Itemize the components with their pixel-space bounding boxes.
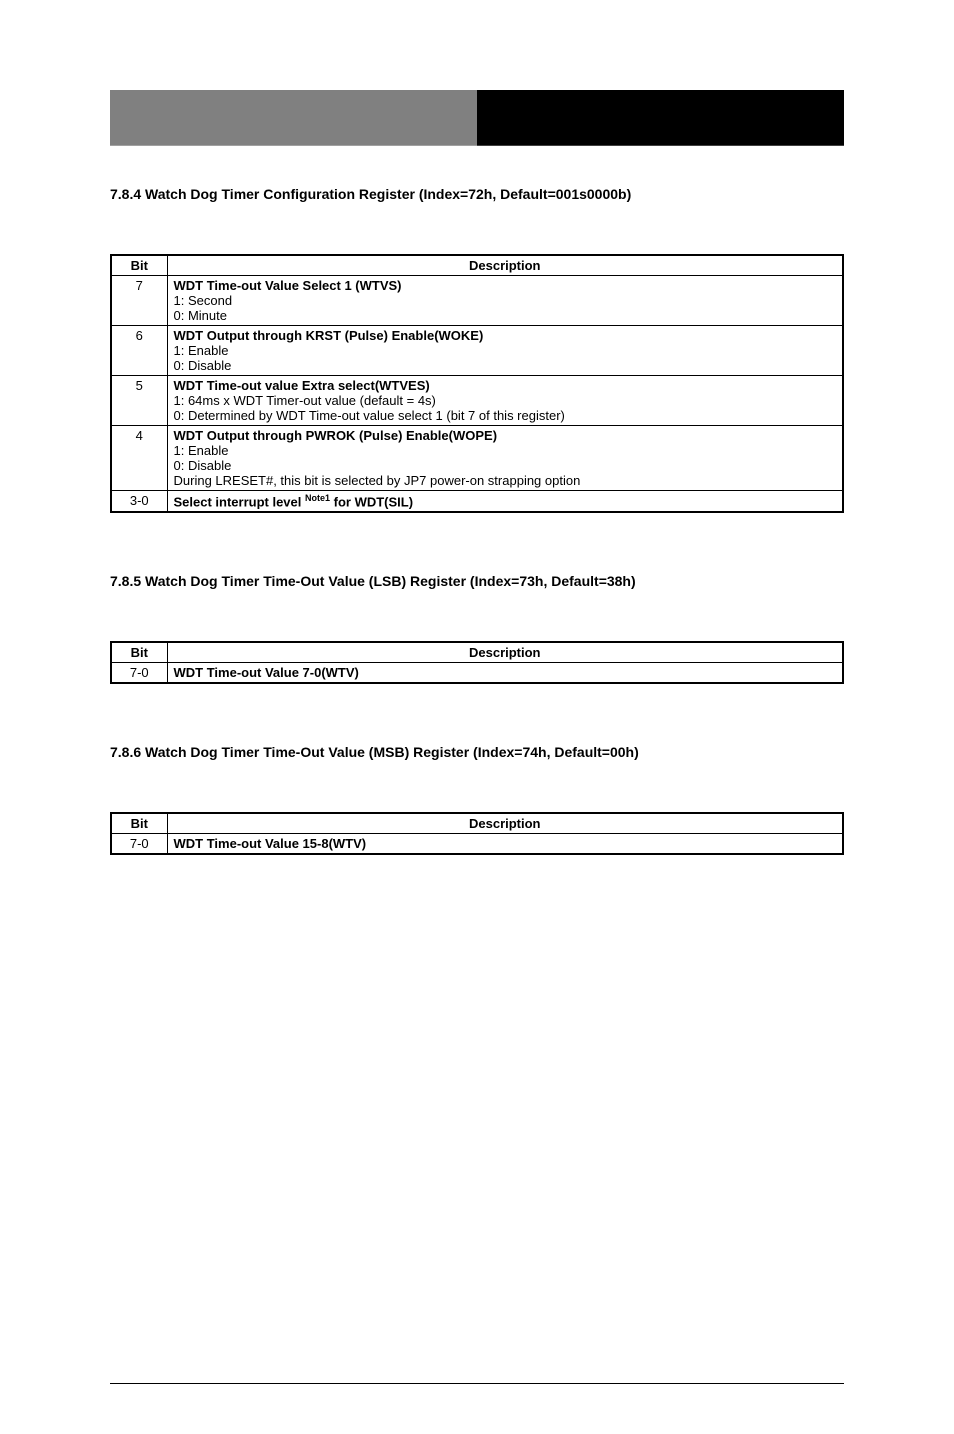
col-description: Description bbox=[167, 642, 843, 663]
table-row: 7WDT Time-out Value Select 1 (WTVS)1: Se… bbox=[111, 276, 843, 326]
register-title: 7.8.4 Watch Dog Timer Configuration Regi… bbox=[110, 186, 844, 202]
cell-bit: 7 bbox=[111, 276, 167, 326]
col-description: Description bbox=[167, 813, 843, 834]
cell-description: WDT Time-out Value Select 1 (WTVS)1: Sec… bbox=[167, 276, 843, 326]
cell-description: WDT Time-out value Extra select(WTVES)1:… bbox=[167, 376, 843, 426]
header-left bbox=[110, 90, 477, 146]
desc-line: WDT Time-out value Extra select(WTVES) bbox=[174, 378, 837, 393]
cell-description: Select interrupt level Note1 for WDT(SIL… bbox=[167, 491, 843, 513]
header-right bbox=[477, 90, 844, 146]
register-block: 7.8.6 Watch Dog Timer Time-Out Value (MS… bbox=[110, 744, 844, 855]
desc-line: WDT Time-out Value 15-8(WTV) bbox=[174, 836, 837, 851]
desc-line: WDT Output through KRST (Pulse) Enable(W… bbox=[174, 328, 837, 343]
cell-description: WDT Output through KRST (Pulse) Enable(W… bbox=[167, 326, 843, 376]
cell-bit: 6 bbox=[111, 326, 167, 376]
register-sections: 7.8.4 Watch Dog Timer Configuration Regi… bbox=[110, 186, 844, 855]
page-footer bbox=[110, 1383, 844, 1388]
cell-bit: 4 bbox=[111, 426, 167, 491]
register-table: BitDescription7-0 WDT Time-out Value 7-0(… bbox=[110, 641, 844, 684]
register-title: 7.8.5 Watch Dog Timer Time-Out Value (LS… bbox=[110, 573, 844, 589]
col-bit: Bit bbox=[111, 813, 167, 834]
desc-line: 0: Disable bbox=[174, 458, 837, 473]
cell-description: WDT Output through PWROK (Pulse) Enable(… bbox=[167, 426, 843, 491]
table-row: 7-0 WDT Time-out Value 7-0(WTV) bbox=[111, 663, 843, 684]
desc-line: 0: Determined by WDT Time-out value sele… bbox=[174, 408, 837, 423]
desc-line: 1: Second bbox=[174, 293, 837, 308]
header-bar bbox=[110, 90, 844, 146]
col-bit: Bit bbox=[111, 642, 167, 663]
cell-description: WDT Time-out Value 15-8(WTV) bbox=[167, 834, 843, 855]
desc-line: 1: Enable bbox=[174, 443, 837, 458]
cell-bit: 7-0 bbox=[111, 663, 167, 684]
table-row: 7-0 WDT Time-out Value 15-8(WTV) bbox=[111, 834, 843, 855]
cell-description: WDT Time-out Value 7-0(WTV) bbox=[167, 663, 843, 684]
register-table: BitDescription7-0 WDT Time-out Value 15-8… bbox=[110, 812, 844, 855]
desc-line: 1: Enable bbox=[174, 343, 837, 358]
register-block: 7.8.5 Watch Dog Timer Time-Out Value (LS… bbox=[110, 573, 844, 684]
desc-line: WDT Time-out Value Select 1 (WTVS) bbox=[174, 278, 837, 293]
desc-line: 0: Minute bbox=[174, 308, 837, 323]
desc-line: Select interrupt level Note1 for WDT(SIL… bbox=[174, 493, 837, 509]
desc-line: WDT Output through PWROK (Pulse) Enable(… bbox=[174, 428, 837, 443]
page-container: 7.8.4 Watch Dog Timer Configuration Regi… bbox=[0, 0, 954, 1434]
table-row: 6 WDT Output through KRST (Pulse) Enable(… bbox=[111, 326, 843, 376]
table-row: 4 WDT Output through PWROK (Pulse) Enable… bbox=[111, 426, 843, 491]
desc-line: WDT Time-out Value 7-0(WTV) bbox=[174, 665, 837, 680]
col-description: Description bbox=[167, 255, 843, 276]
desc-line: 0: Disable bbox=[174, 358, 837, 373]
register-table: BitDescription7WDT Time-out Value Select… bbox=[110, 254, 844, 513]
table-row: 5WDT Time-out value Extra select(WTVES)1… bbox=[111, 376, 843, 426]
register-title: 7.8.6 Watch Dog Timer Time-Out Value (MS… bbox=[110, 744, 844, 760]
col-bit: Bit bbox=[111, 255, 167, 276]
desc-line: 1: 64ms x WDT Timer-out value (default =… bbox=[174, 393, 837, 408]
register-block: 7.8.4 Watch Dog Timer Configuration Regi… bbox=[110, 186, 844, 513]
desc-line: During LRESET#, this bit is selected by … bbox=[174, 473, 837, 488]
cell-bit: 5 bbox=[111, 376, 167, 426]
cell-bit: 7-0 bbox=[111, 834, 167, 855]
table-row: 3-0 Select interrupt level Note1 for WDT(… bbox=[111, 491, 843, 513]
cell-bit: 3-0 bbox=[111, 491, 167, 513]
